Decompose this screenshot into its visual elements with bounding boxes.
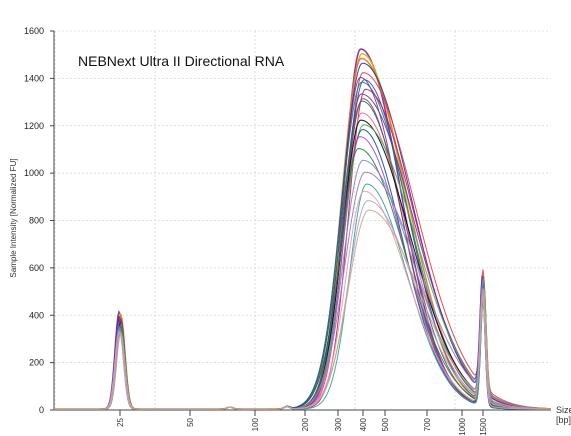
x-tick-label: 700 <box>423 417 432 431</box>
sample-trace-24 <box>54 209 552 410</box>
sample-traces <box>54 48 552 410</box>
x-tick-label: 1000 <box>458 417 467 435</box>
y-tick-label: 1000 <box>24 168 44 178</box>
x-tick-label: 50 <box>186 417 195 426</box>
x-axis-label: Size[bp] <box>556 405 571 425</box>
y-tick-label: 600 <box>29 263 44 273</box>
y-tick-labels: 0 200 400 600 800 1000 1200 1400 1600 <box>24 26 54 415</box>
x-tick-label: 1500 <box>479 417 488 435</box>
y-tick-label: 1600 <box>24 26 44 36</box>
x-tick-label: 400 <box>359 417 368 431</box>
y-tick-label: 800 <box>29 216 44 226</box>
x-tick-labels: 25 50 100 200 300 400 500 700 1000 1500 <box>116 410 488 436</box>
x-tick-label: 200 <box>301 417 310 431</box>
y-tick-label: 200 <box>29 358 44 368</box>
y-tick-label: 0 <box>39 405 44 415</box>
chart-title: NEBNext Ultra II Directional RNA <box>78 53 285 69</box>
x-tick-label: 100 <box>251 417 260 431</box>
x-tick-label: 300 <box>334 417 343 431</box>
y-tick-label: 1200 <box>24 121 44 131</box>
y-tick-label: 400 <box>29 310 44 320</box>
y-tick-label: 1400 <box>24 73 44 83</box>
y-axis-label: Sample Intensity [Normalized FU] <box>9 158 18 277</box>
x-tick-label: 500 <box>381 417 390 431</box>
x-tick-label: 25 <box>116 417 125 426</box>
